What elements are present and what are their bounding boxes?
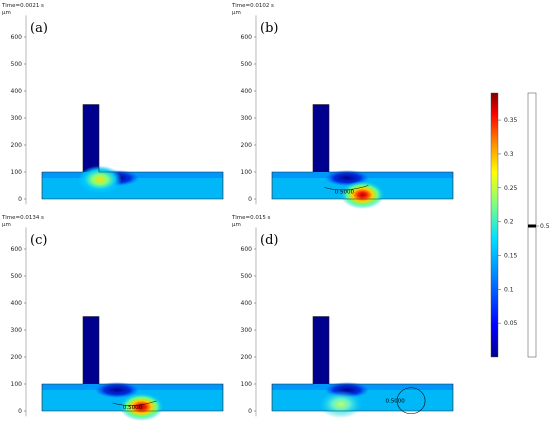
hotspot	[318, 390, 363, 419]
y-unit-label: µm	[2, 222, 11, 228]
hotspot	[340, 180, 385, 209]
contour-label: 0.5000	[123, 405, 143, 411]
inlet-stem	[313, 316, 329, 384]
hotspot	[119, 392, 164, 421]
y-tick-label: 300	[11, 115, 23, 122]
time-label: Time=0.0134 s	[1, 215, 44, 221]
y-unit-label: µm	[2, 10, 11, 16]
y-tick-label: 400	[11, 300, 23, 307]
y-tick-label: 600	[241, 34, 253, 41]
junction-low-zone	[95, 382, 139, 398]
y-tick-label: 600	[11, 34, 23, 41]
panel-label: (d)	[260, 233, 278, 248]
panel-label: (a)	[30, 21, 48, 36]
colorbar-tick-label: 0.3	[504, 151, 514, 158]
y-tick-label: 500	[11, 61, 23, 68]
y-tick-label: 0	[248, 408, 252, 415]
colorbar-tick-label: 0.25	[504, 185, 518, 192]
domain-outline	[271, 316, 454, 412]
colorbar-tick-label: 0.2	[504, 219, 514, 226]
y-tick-label: 500	[241, 61, 253, 68]
y-tick-label: 600	[241, 246, 253, 253]
colorbar-tick-label: 0.1	[504, 286, 514, 293]
y-tick-label: 100	[241, 169, 253, 176]
domain-outline	[41, 104, 224, 200]
y-tick-label: 400	[241, 88, 253, 95]
contour-bar-marker	[528, 224, 536, 228]
y-unit-label: µm	[232, 222, 241, 228]
y-tick-label: 500	[11, 273, 23, 280]
y-tick-label: 0	[248, 196, 252, 203]
panel-label: (b)	[260, 21, 278, 36]
colorbar-tick-label: 0.35	[504, 117, 518, 124]
y-tick-label: 300	[11, 327, 23, 334]
y-tick-label: 300	[241, 115, 253, 122]
inlet-stem	[83, 316, 99, 384]
y-tick-label: 400	[11, 88, 23, 95]
contour-line	[396, 387, 426, 415]
contour-label: 0.5000	[335, 189, 355, 195]
colorbar-tick-label: 0.05	[504, 320, 518, 327]
y-tick-label: 300	[241, 327, 253, 334]
contour-line	[324, 185, 369, 191]
y-tick-label: 0	[18, 408, 22, 415]
y-tick-label: 600	[11, 246, 23, 253]
contour-bar-label: 0.5	[540, 223, 550, 230]
domain-outline	[271, 104, 454, 200]
panels-group: Time=0.0021 sµm0100200300400500600(a)Tim…	[1, 3, 454, 421]
y-tick-label: 100	[241, 381, 253, 388]
contour-label: 0.5000	[385, 399, 405, 405]
contour-line	[112, 400, 157, 406]
y-tick-label: 0	[18, 196, 22, 203]
colorbar-gradient	[490, 92, 499, 358]
colorbar: 0.05 0.1 0.15 0.2 0.25 0.3 0.35	[490, 92, 518, 358]
panel-4: Time=0.015 sµm 0 100 200 300 400 500 600 0.5000 (…	[231, 215, 454, 419]
time-label: Time=0.015 s	[231, 215, 271, 221]
y-tick-label: 100	[11, 381, 23, 388]
y-unit-label: µm	[232, 10, 241, 16]
contour-legend-bar: 0.5	[527, 92, 550, 358]
time-label: Time=0.0102 s	[231, 3, 274, 9]
inlet-stem	[313, 104, 329, 172]
y-tick-label: 200	[11, 354, 23, 361]
panel-1: Time=0.0021 sµm 0 100 200 300 400 500 600 (a)	[1, 3, 224, 205]
hotspot	[77, 165, 122, 194]
colorbar-tick-label: 0.15	[504, 252, 518, 259]
panel-3: Time=0.0134 sµm 0 100 200 300 400 500 600 0.5000…	[1, 215, 224, 421]
y-tick-label: 200	[241, 354, 253, 361]
y-tick-label: 200	[241, 142, 253, 149]
domain-outline	[41, 316, 224, 412]
y-tick-label: 500	[241, 273, 253, 280]
time-label: Time=0.0021 s	[1, 3, 44, 9]
panel-2: Time=0.0102 sµm 0 100 200 300 400 500 600 0.5000…	[231, 3, 454, 209]
inlet-stem	[83, 104, 99, 172]
panel-label: (c)	[30, 233, 47, 248]
y-tick-label: 400	[241, 300, 253, 307]
y-tick-label: 100	[11, 169, 23, 176]
y-tick-label: 200	[11, 142, 23, 149]
